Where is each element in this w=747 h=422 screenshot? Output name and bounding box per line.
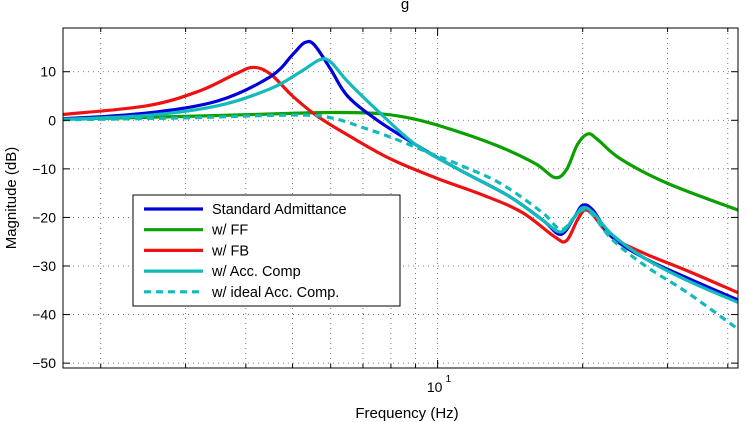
y-tick-label: −40 xyxy=(32,307,56,323)
plot-frame xyxy=(62,27,739,369)
legend-label: w/ FB xyxy=(211,243,249,259)
x-tick-label-exponent: 1 xyxy=(446,374,452,385)
axis-ticks xyxy=(63,28,738,368)
y-tick-label: −50 xyxy=(32,355,56,371)
y-tick-label: 0 xyxy=(48,112,56,128)
series-layer xyxy=(63,39,738,331)
series-line-4 xyxy=(63,113,738,331)
x-axis-label: Frequency (Hz) xyxy=(355,405,458,422)
legend: Standard Admittance w/ FF w/ FB w/ Acc. Com… xyxy=(132,194,401,307)
x-tick-label: 10 xyxy=(427,379,443,395)
legend-label: w/ ideal Acc. Comp. xyxy=(211,285,339,301)
y-tick-label: −30 xyxy=(32,258,56,274)
legend-label: w/ Acc. Comp xyxy=(211,264,301,280)
y-tick-label: 10 xyxy=(40,64,56,80)
legend-label: w/ FF xyxy=(211,223,248,239)
legend-label: Standard Admittance xyxy=(212,202,347,218)
chart-title: g xyxy=(401,0,409,13)
y-tick-label: −10 xyxy=(32,161,56,177)
y-axis-label: Magnitude (dB) xyxy=(3,147,20,250)
series-line-1 xyxy=(63,110,738,212)
y-tick-label: −20 xyxy=(32,209,56,225)
series-line-3 xyxy=(63,57,738,304)
